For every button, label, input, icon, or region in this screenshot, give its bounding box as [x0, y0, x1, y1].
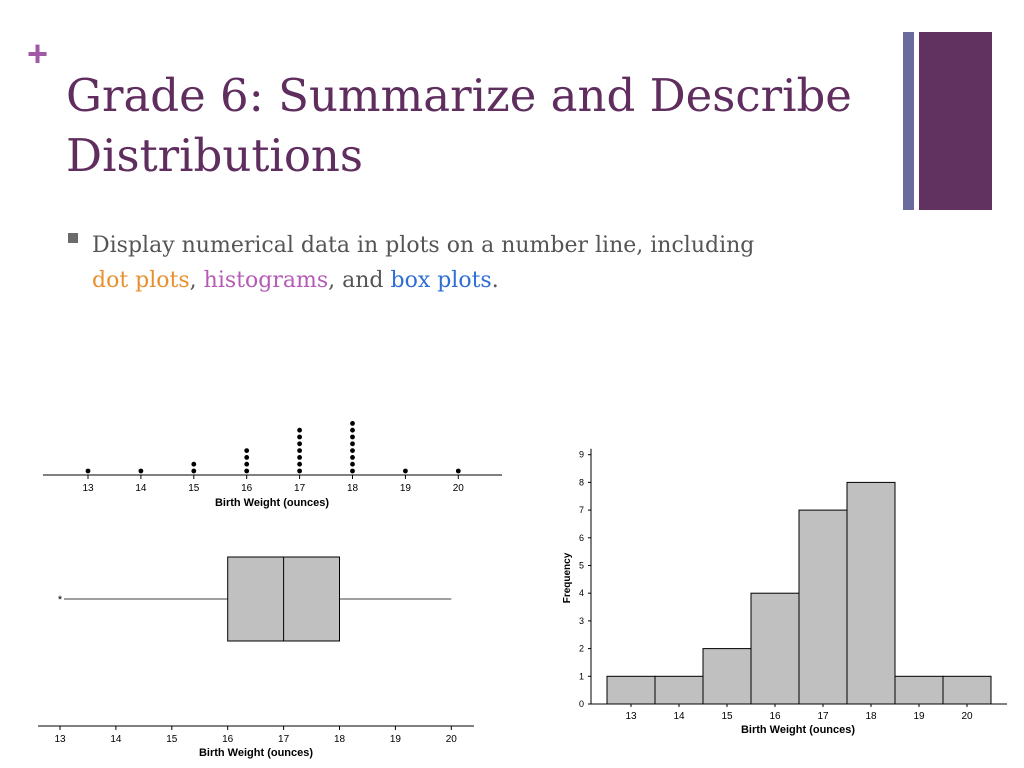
sentence-end: . [491, 268, 499, 293]
histogram-x-tick-label: 15 [721, 711, 733, 722]
dot-plot-dot [191, 461, 197, 467]
histogram-x-tick-label: 17 [817, 711, 829, 722]
dot-plot-dot [138, 468, 144, 474]
histogram-x-tick-label: 20 [961, 711, 973, 722]
dot-plot-dot [350, 434, 355, 440]
dot-plot-dot [297, 427, 302, 433]
accent-bar-thin [903, 32, 914, 210]
separator-comma: , [189, 268, 197, 293]
bullet-text: Display numerical data in plots on a num… [92, 228, 892, 298]
dot-plot-dot [297, 461, 302, 467]
dot-plot-dot [244, 461, 250, 467]
dot-plot-dot [297, 441, 302, 447]
dot-plot-dot [191, 468, 197, 474]
dot-plot-tick-label: 18 [347, 483, 359, 494]
dot-plot-dot [244, 448, 250, 453]
histogram-y-tick-label: 8 [579, 477, 584, 487]
dot-plot-dot [244, 468, 250, 474]
histogram-y-tick-label: 4 [579, 588, 584, 598]
histogram-x-tick-label: 13 [625, 711, 637, 722]
histogram-bar [702, 648, 752, 705]
dot-plot-dot [350, 448, 355, 453]
dot-plot-tick-label: 15 [188, 483, 200, 494]
histogram-y-tick-label: 0 [579, 699, 584, 709]
histogram-y-tick-label: 9 [579, 450, 584, 460]
histogram-bar [942, 675, 992, 705]
dot-plot: 13 14 15 16 17 18 19 20 Birth Weight (ounces) [43, 421, 502, 509]
histogram-y-tick-label: 1 [579, 671, 584, 681]
dot-plot-dot [297, 448, 302, 453]
histogram-x-tick-label: 14 [673, 711, 685, 722]
box-plot: * 13 14 15 16 17 18 19 20 Birth Weight (ounces) [38, 556, 474, 759]
dot-plot-dot [297, 434, 302, 440]
histogram-y-tick-label: 6 [579, 533, 584, 543]
box-plot-tick-label: 20 [446, 734, 458, 745]
slide-title: Grade 6: Summarize and Describe Distribu… [66, 69, 852, 182]
accent-bar-thick [919, 32, 992, 210]
dot-plot-dot [297, 455, 302, 460]
term-dot-plots: dot plots [92, 268, 190, 293]
histogram-ylabel: Frequency [562, 552, 573, 603]
bullet-square-icon [68, 233, 78, 243]
dot-plot-tick-label: 13 [82, 483, 94, 494]
histogram-y-tick-label: 3 [579, 616, 584, 626]
dot-plot-tick-label: 17 [294, 483, 306, 494]
dot-plot-tick-label: 16 [241, 483, 253, 494]
bullet-text-intro: Display numerical data in plots on a num… [92, 233, 755, 258]
dot-plot-tick-label: 14 [135, 483, 147, 494]
dot-plot-dot [350, 441, 355, 447]
dot-plot-dot [244, 455, 250, 460]
dot-plot-dot [297, 468, 302, 474]
plus-icon: + [27, 33, 49, 74]
histogram-bar [654, 675, 704, 705]
box-plot-tick-label: 14 [110, 734, 122, 745]
histogram-bar [894, 675, 944, 705]
histogram-x-tick-label: 19 [913, 711, 925, 722]
dot-plot-tick-label: 19 [400, 483, 412, 494]
term-box-plots: box plots [390, 268, 492, 293]
dot-plot-dot [455, 468, 461, 474]
box-plot-tick-label: 13 [54, 734, 66, 745]
box-plot-outlier: * [58, 594, 63, 606]
histogram-bar [606, 675, 656, 705]
box-plot-tick-label: 17 [278, 734, 290, 745]
dot-plot-dot [85, 468, 91, 474]
histogram-y-tick-label: 5 [579, 561, 584, 571]
box-plot-tick-label: 15 [166, 734, 178, 745]
dot-plot-xlabel: Birth Weight (ounces) [215, 497, 329, 509]
histogram-bar [798, 509, 848, 705]
dot-plot-dot [350, 468, 355, 474]
histogram: 0 1 2 3 4 5 6 7 8 9 13 14 15 16 17 18 19 20 Birth Weight (… [562, 448, 1007, 736]
separator-and: , and [328, 268, 384, 293]
box-plot-xlabel: Birth Weight (ounces) [199, 747, 313, 759]
dot-plot-dot [350, 427, 355, 433]
dot-plot-dot [350, 455, 355, 460]
term-histograms: histograms [203, 268, 329, 293]
box-plot-tick-label: 16 [222, 734, 234, 745]
histogram-bar [750, 592, 800, 705]
histogram-y-tick-label: 2 [579, 644, 584, 654]
histogram-bar [846, 481, 896, 705]
dot-plot-dot [403, 468, 408, 474]
histogram-x-tick-label: 16 [769, 711, 781, 722]
box-plot-tick-label: 19 [390, 734, 402, 745]
histogram-xlabel: Birth Weight (ounces) [741, 724, 855, 736]
histogram-y-tick-label: 7 [579, 505, 584, 515]
histogram-x-tick-label: 18 [865, 711, 877, 722]
dot-plot-dot [350, 461, 355, 467]
dot-plot-dot [350, 421, 355, 426]
box-plot-tick-label: 18 [334, 734, 346, 745]
dot-plot-tick-label: 20 [453, 483, 465, 494]
